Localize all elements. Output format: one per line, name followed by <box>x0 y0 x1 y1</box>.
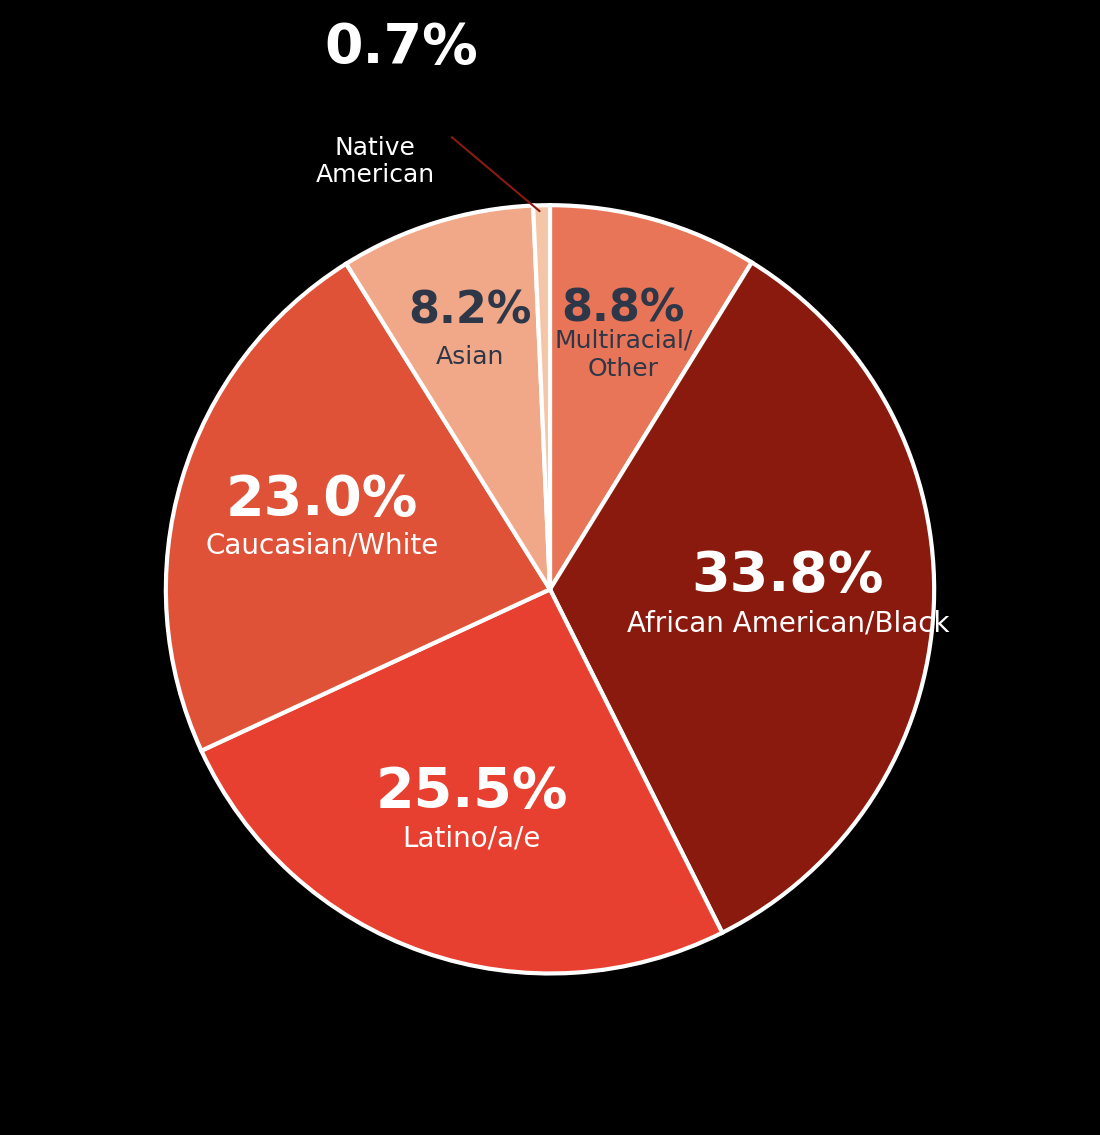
Wedge shape <box>346 205 550 589</box>
Text: Latino/a/e: Latino/a/e <box>403 824 540 852</box>
Text: Multiracial/
Other: Multiracial/ Other <box>554 329 693 380</box>
Text: 8.2%: 8.2% <box>408 289 531 333</box>
Text: Native
American: Native American <box>316 135 434 187</box>
Wedge shape <box>550 262 934 933</box>
Text: 0.7%: 0.7% <box>324 22 478 75</box>
Text: 33.8%: 33.8% <box>692 549 884 603</box>
Text: 23.0%: 23.0% <box>226 472 418 527</box>
Text: African American/Black: African American/Black <box>627 609 949 638</box>
Wedge shape <box>201 589 723 974</box>
Text: Asian: Asian <box>436 345 504 369</box>
Wedge shape <box>534 205 550 589</box>
Text: 25.5%: 25.5% <box>375 765 568 819</box>
Wedge shape <box>166 263 550 750</box>
Text: 8.8%: 8.8% <box>562 287 685 330</box>
Wedge shape <box>550 205 751 589</box>
Text: Caucasian/White: Caucasian/White <box>205 531 438 560</box>
